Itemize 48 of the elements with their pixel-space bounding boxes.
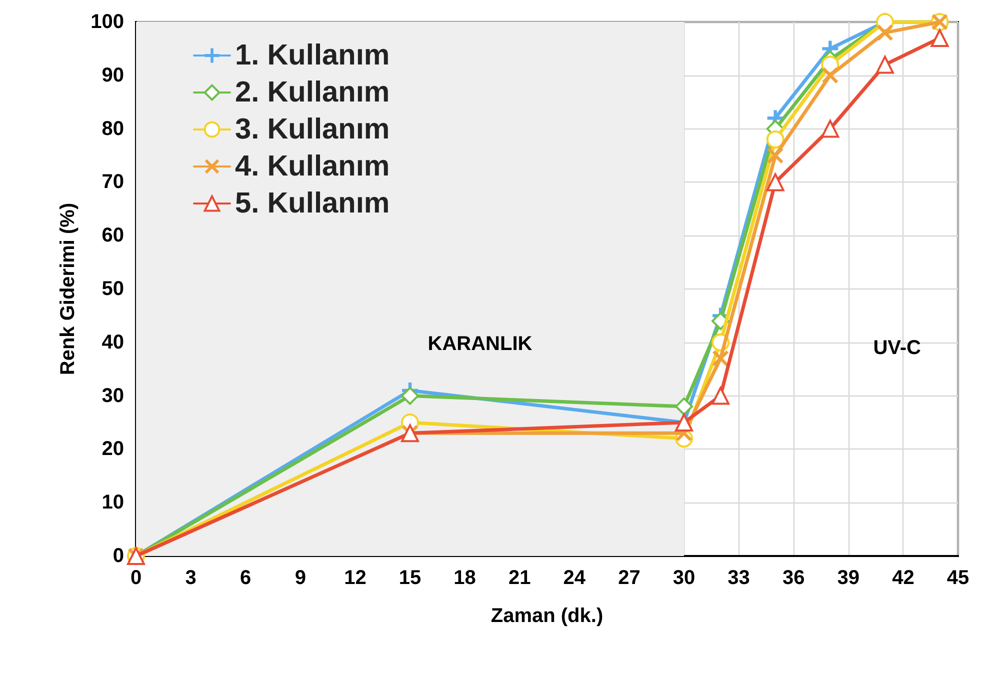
x-tick-label: 39 bbox=[837, 567, 860, 589]
point bbox=[876, 56, 894, 74]
point bbox=[401, 386, 419, 405]
x-tick-label: 30 bbox=[672, 567, 696, 589]
point bbox=[767, 148, 784, 164]
point bbox=[821, 120, 840, 138]
point bbox=[822, 67, 838, 84]
x-axis-title: Zaman (dk.) bbox=[490, 605, 604, 627]
x-tick-label: 12 bbox=[344, 567, 366, 589]
x-tick-label: 45 bbox=[946, 567, 970, 589]
point bbox=[675, 397, 693, 416]
y-tick-label: 0 bbox=[112, 545, 124, 567]
point bbox=[766, 173, 784, 192]
y-tick-label: 90 bbox=[102, 64, 124, 86]
x-tick-label: 6 bbox=[240, 567, 252, 589]
point bbox=[766, 130, 784, 148]
x-tick-label: 42 bbox=[892, 567, 914, 589]
y-tick-label: 50 bbox=[102, 278, 124, 300]
x-tick-label: 9 bbox=[294, 567, 306, 589]
annotation: UV-C bbox=[873, 337, 922, 359]
y-tick-label: 10 bbox=[102, 492, 124, 514]
y-tick-label: 30 bbox=[102, 384, 124, 407]
point bbox=[930, 29, 949, 48]
legend-label: 4. Kullanım bbox=[235, 150, 390, 182]
y-tick-label: 60 bbox=[102, 224, 124, 247]
x-tick-label: 36 bbox=[782, 567, 805, 589]
y-tick-label: 80 bbox=[102, 118, 124, 140]
x-tick-label: 33 bbox=[728, 567, 750, 589]
x-tick-label: 24 bbox=[563, 567, 586, 589]
legend-label: 1. Kullanım bbox=[235, 40, 390, 72]
x-tick-label: 3 bbox=[185, 567, 196, 589]
point bbox=[876, 24, 893, 41]
legend-label: 5. Kullanım bbox=[235, 188, 390, 220]
x-tick-label: 18 bbox=[454, 567, 476, 589]
x-tick-label: 15 bbox=[398, 567, 422, 589]
y-tick-label: 70 bbox=[102, 171, 124, 194]
band-label: KARANLIK bbox=[428, 333, 533, 355]
legend-label: 2. Kullanım bbox=[235, 76, 390, 108]
x-tick-label: 0 bbox=[130, 567, 142, 589]
y-axis-title: Renk Giderimi (%) bbox=[57, 202, 79, 376]
point bbox=[712, 386, 730, 405]
x-tick-label: 27 bbox=[618, 567, 640, 589]
x-tick-label: 21 bbox=[508, 567, 531, 589]
y-tick-label: 20 bbox=[102, 438, 124, 460]
point bbox=[712, 350, 729, 366]
legend-label: 3. Kullanım bbox=[235, 114, 390, 146]
y-tick-label: 40 bbox=[102, 331, 124, 354]
y-tick-label: 100 bbox=[90, 11, 124, 33]
